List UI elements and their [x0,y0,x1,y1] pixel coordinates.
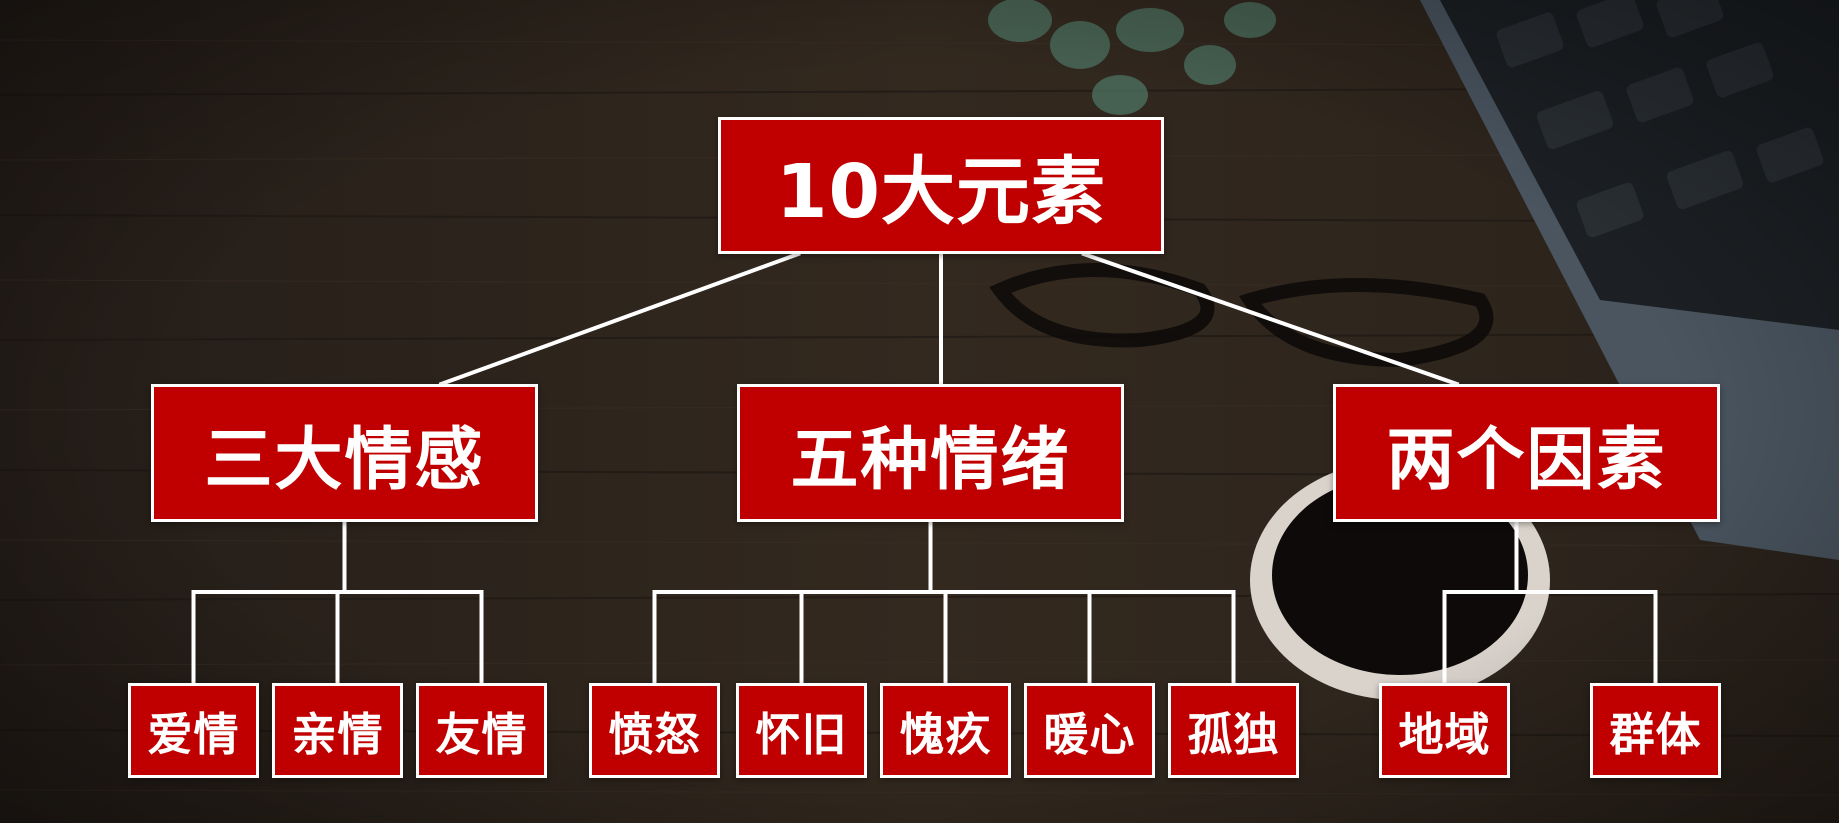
branch-node-moods: 五种情绪 [737,384,1124,522]
leaf-node-label: 亲情 [291,708,384,761]
leaf-node-love: 爱情 [128,683,259,778]
root-branch-connector [438,251,801,387]
leaf-node-label: 愧疚 [899,708,992,761]
root-node-label: 10大元素 [776,149,1106,235]
leaf-node-label: 爱情 [147,708,240,761]
root-node: 10大元素 [718,117,1164,254]
leaf-node-loneliness: 孤独 [1168,683,1299,778]
leaf-node-label: 暖心 [1043,708,1136,761]
branch-node-label: 三大情感 [204,420,485,500]
leaf-node-region: 地域 [1379,683,1510,778]
branch-node-label: 五种情绪 [790,420,1071,500]
leaf-node-label: 地域 [1398,708,1491,761]
leaf-node-nostalgia: 怀旧 [736,683,867,778]
leaf-node-warmth: 暖心 [1024,683,1155,778]
leaf-node-label: 愤怒 [608,708,701,761]
branch-node-emotions: 三大情感 [151,384,538,522]
leaf-node-guilt: 愧疚 [880,683,1011,778]
leaf-node-anger: 愤怒 [589,683,720,778]
leaf-node-label: 怀旧 [755,708,848,761]
leaf-node-label: 孤独 [1187,708,1280,761]
leaf-node-family: 亲情 [272,683,403,778]
root-branch-connector [1081,251,1460,387]
branch-node-factors: 两个因素 [1333,384,1720,522]
leaf-node-friendship: 友情 [416,683,547,778]
leaf-node-label: 群体 [1609,708,1702,761]
branch-node-label: 两个因素 [1386,420,1667,500]
leaf-node-label: 友情 [435,708,528,761]
leaf-node-group: 群体 [1590,683,1721,778]
